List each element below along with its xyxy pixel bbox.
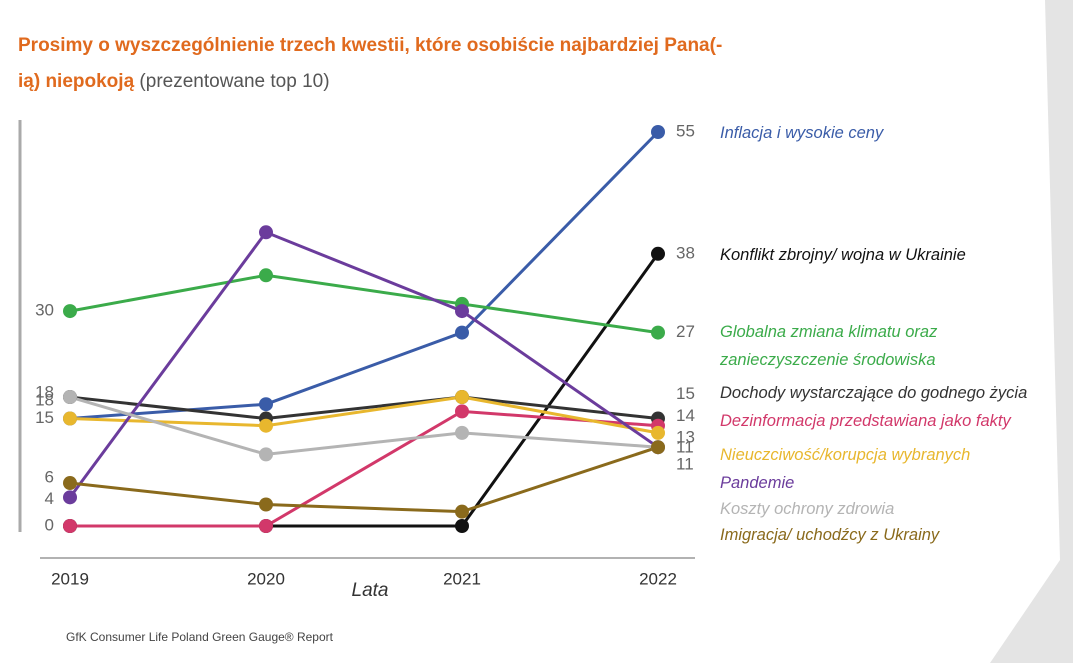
x-tick-label: 2022 — [639, 569, 677, 588]
data-point — [651, 246, 665, 261]
data-point — [259, 447, 273, 462]
data-point — [259, 397, 273, 412]
data-point — [259, 519, 273, 533]
x-tick-label: 2020 — [247, 569, 285, 588]
value-label: 14 — [676, 406, 695, 425]
legend-label: Nieuczciwość/korupcja wybranych — [720, 446, 971, 464]
data-point — [259, 418, 273, 433]
legend-label: Globalna zmiana klimatu oraz zanieczyszc… — [720, 323, 938, 369]
data-point — [63, 490, 77, 505]
source: GfK Consumer Life Poland Green Gauge® Re… — [66, 630, 333, 644]
data-point — [455, 519, 469, 533]
value-label: 27 — [676, 322, 695, 341]
series-line — [69, 395, 659, 435]
legend-label: Inflacja i wysokie ceny — [720, 124, 884, 142]
legend-label: Koszty ochrony zdrowia — [720, 500, 895, 518]
series-line — [69, 273, 659, 335]
data-point — [63, 519, 77, 533]
value-label: 4 — [45, 489, 54, 508]
series-line — [69, 130, 660, 421]
data-point — [651, 125, 665, 139]
data-point — [455, 425, 469, 440]
chart-title: Prosimy o wyszczególnienie trzech kwesti… — [18, 28, 738, 100]
data-point — [455, 404, 469, 419]
data-point — [259, 497, 273, 512]
data-point — [651, 425, 665, 440]
value-label: 11 — [676, 455, 694, 474]
series-line — [70, 409, 659, 528]
data-point — [455, 390, 469, 405]
data-point — [63, 304, 77, 319]
data-point — [259, 268, 273, 283]
value-label: 18 — [35, 383, 54, 402]
data-point — [455, 504, 469, 519]
data-point — [455, 304, 469, 319]
data-point — [63, 411, 77, 426]
series-line — [69, 395, 659, 421]
x-axis-label: Lata — [352, 580, 389, 601]
value-label: 0 — [45, 515, 54, 534]
data-point — [63, 476, 77, 491]
value-label: 6 — [45, 468, 54, 487]
value-label: 30 — [35, 301, 54, 320]
data-point — [259, 225, 273, 240]
legend-label: Pandemie — [720, 474, 795, 492]
series-line — [68, 230, 659, 499]
data-point — [651, 325, 665, 340]
legend-label: Konflikt zbrojny/ wojna w Ukrainie — [720, 246, 966, 264]
series-line — [69, 395, 659, 456]
legend-label: Imigracja/ uchodźcy z Ukrainy — [720, 526, 940, 544]
value-label: 15 — [676, 384, 695, 403]
title-text: Prosimy o wyszczególnienie trzech kwesti… — [18, 35, 723, 92]
data-point — [63, 390, 77, 405]
value-label: 38 — [676, 243, 695, 262]
value-label: 13 — [676, 427, 695, 446]
value-label: 15 — [35, 408, 54, 427]
value-label: 55 — [676, 121, 695, 140]
x-tick-label: 2019 — [51, 569, 89, 588]
series-line — [69, 445, 659, 514]
data-point — [455, 325, 469, 340]
data-point — [651, 440, 665, 455]
value-label: 18 — [35, 391, 54, 410]
legend-label: Dochody wystarczające do godnego życia — [720, 384, 1028, 402]
value-label: 11 — [676, 438, 694, 457]
subtitle: (prezentowane top 10) — [139, 71, 330, 92]
legend-label: Dezinformacja przedstawiana jako fakty — [720, 412, 1011, 430]
decoration — [990, 0, 1073, 663]
x-tick-label: 2021 — [443, 569, 481, 588]
